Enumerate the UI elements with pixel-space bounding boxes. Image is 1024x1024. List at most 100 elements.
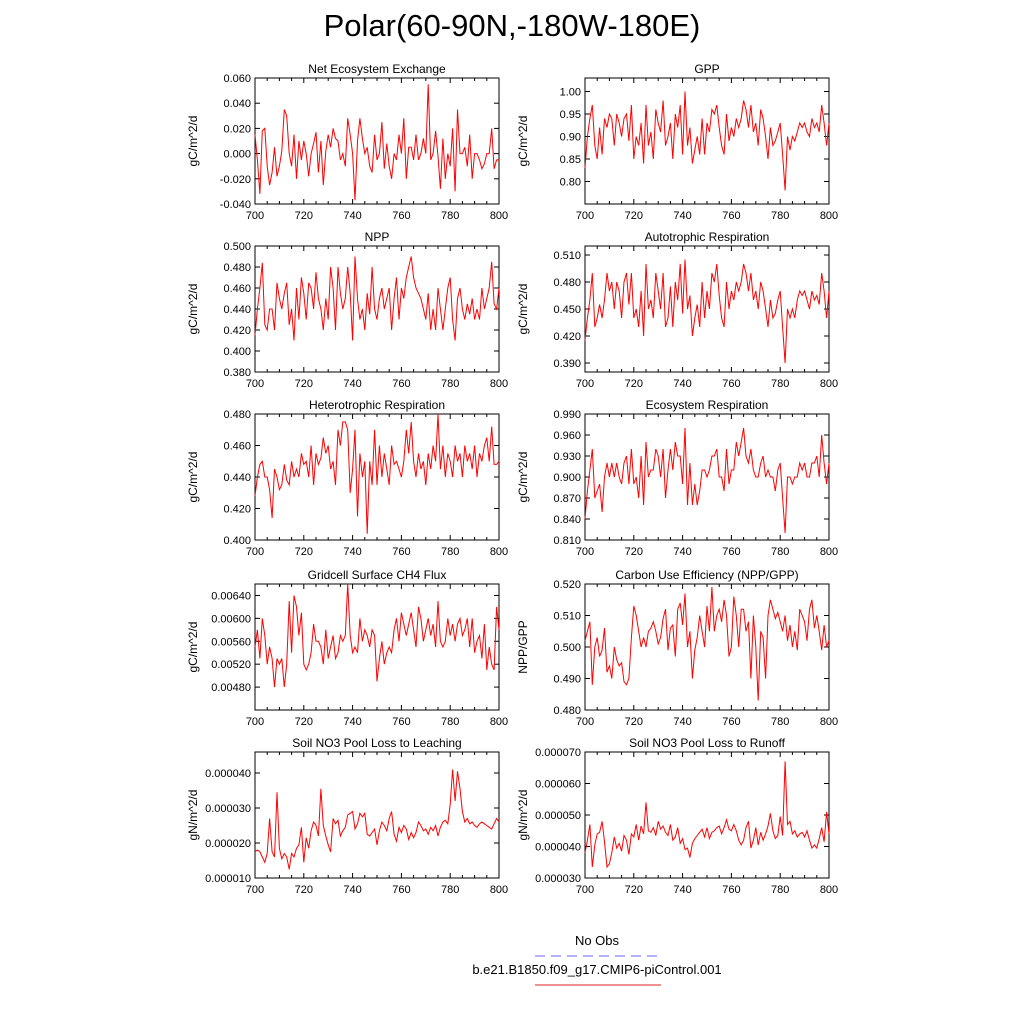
y-tick-label: 0.000030 xyxy=(535,873,581,885)
series-line xyxy=(584,259,830,364)
legend-obs-line xyxy=(535,955,661,957)
panel-title: NPP xyxy=(365,230,390,244)
x-tick-label: 700 xyxy=(576,378,594,390)
x-tick-label: 800 xyxy=(820,378,838,390)
legend-obs-label: No Obs xyxy=(574,933,620,948)
x-tick-label: 700 xyxy=(246,378,264,390)
y-tick-label: 0.000050 xyxy=(535,810,581,822)
y-tick-label: 0.000040 xyxy=(535,842,581,854)
y-tick-label: 0.380 xyxy=(223,367,251,379)
y-tick-label: 0.00480 xyxy=(211,682,251,694)
y-tick-label: 0.80 xyxy=(560,177,581,189)
y-axis-label: gC/m^2/d xyxy=(516,284,530,335)
y-tick-label: 0.000020 xyxy=(205,838,251,850)
y-tick-label: 0.000 xyxy=(223,149,251,161)
series-line xyxy=(584,587,830,701)
plot-frame xyxy=(254,751,500,879)
x-tick-label: 760 xyxy=(722,716,740,728)
x-tick-label: 700 xyxy=(246,210,264,222)
x-tick-label: 760 xyxy=(392,884,410,896)
x-tick-label: 720 xyxy=(625,546,643,558)
x-tick-label: 800 xyxy=(490,716,508,728)
series-line xyxy=(254,256,500,341)
chart-panel: Soil NO3 Pool Loss to Runoff 700 720 740 760… xyxy=(516,736,838,896)
chart-panel: Heterotrophic Respiration 700 720 740 760 780… xyxy=(186,398,508,558)
x-tick-label: 760 xyxy=(722,884,740,896)
series-line xyxy=(254,84,499,201)
y-tick-label: 0.480 xyxy=(553,277,581,289)
x-tick-label: 780 xyxy=(771,546,789,558)
y-tick-label: 0.870 xyxy=(553,493,581,505)
chart-panel: Soil NO3 Pool Loss to Leaching 700 720 740 7… xyxy=(186,736,508,896)
series-line xyxy=(584,427,830,534)
series-line xyxy=(584,761,830,869)
y-tick-label: 0.000040 xyxy=(205,768,251,780)
x-tick-label: 720 xyxy=(625,378,643,390)
y-tick-label: 0.510 xyxy=(553,611,581,623)
x-tick-label: 780 xyxy=(771,716,789,728)
x-tick-label: 740 xyxy=(673,884,691,896)
y-tick-label: 0.00600 xyxy=(211,613,251,625)
y-tick-label: 0.460 xyxy=(223,441,251,453)
plot-frame xyxy=(254,77,500,205)
y-tick-label: 0.00640 xyxy=(211,590,251,602)
y-tick-label: 0.510 xyxy=(553,250,581,262)
x-tick-label: 720 xyxy=(295,884,313,896)
y-axis-label: NPP/GPP xyxy=(516,620,530,673)
y-tick-label: 0.420 xyxy=(223,325,251,337)
panel-title: Ecosystem Respiration xyxy=(646,398,769,412)
x-tick-label: 740 xyxy=(673,210,691,222)
x-tick-label: 720 xyxy=(295,210,313,222)
y-axis-label: gC/m^2/d xyxy=(186,116,200,167)
y-tick-label: 0.400 xyxy=(223,346,251,358)
x-tick-label: 780 xyxy=(441,546,459,558)
x-tick-label: 700 xyxy=(246,884,264,896)
plot-frame xyxy=(584,751,830,879)
x-tick-label: 740 xyxy=(343,546,361,558)
legend-model-line xyxy=(535,984,661,986)
y-tick-label: 0.450 xyxy=(553,304,581,316)
y-tick-label: 0.990 xyxy=(553,409,581,421)
y-tick-label: 0.480 xyxy=(223,262,251,274)
series-line xyxy=(254,413,500,534)
x-tick-label: 720 xyxy=(625,884,643,896)
x-tick-label: 700 xyxy=(576,884,594,896)
panel-title: Carbon Use Efficiency (NPP/GPP) xyxy=(615,568,798,582)
y-tick-label: 0.040 xyxy=(223,98,251,110)
x-tick-label: 800 xyxy=(490,546,508,558)
x-tick-label: 700 xyxy=(576,716,594,728)
panel-title: Heterotrophic Respiration xyxy=(309,398,445,412)
y-axis-label: gC/m^2/d xyxy=(186,452,200,503)
y-tick-label: 0.000030 xyxy=(205,803,251,815)
y-tick-label: 0.000070 xyxy=(535,747,581,759)
x-tick-label: 700 xyxy=(246,716,264,728)
x-tick-label: 760 xyxy=(722,546,740,558)
x-tick-label: 780 xyxy=(441,378,459,390)
y-tick-label: 0.060 xyxy=(223,73,251,85)
y-tick-label: 0.440 xyxy=(223,304,251,316)
y-axis-label: gN/m^2/d xyxy=(516,790,530,841)
chart-panel: NPP 700 720 740 760 780 800 0.380 0.400 0.420 0.44… xyxy=(186,230,508,390)
x-tick-label: 720 xyxy=(295,378,313,390)
y-tick-label: 0.490 xyxy=(553,674,581,686)
x-tick-label: 740 xyxy=(673,378,691,390)
y-tick-label: 0.420 xyxy=(223,504,251,516)
x-tick-label: 780 xyxy=(441,210,459,222)
y-tick-label: 0.85 xyxy=(560,154,581,166)
x-tick-label: 720 xyxy=(625,210,643,222)
y-tick-label: 0.500 xyxy=(223,241,251,253)
y-tick-label: 1.00 xyxy=(560,87,581,99)
y-tick-label: 0.520 xyxy=(553,579,581,591)
x-tick-label: 740 xyxy=(673,546,691,558)
x-tick-label: 720 xyxy=(295,546,313,558)
panel-title: Gridcell Surface CH4 Flux xyxy=(308,568,447,582)
chart-panel: GPP 700 720 740 760 780 800 0.80 0.85 0.90 0.95 1.0… xyxy=(516,62,838,222)
y-axis-label: gC/m^2/d xyxy=(516,116,530,167)
series-line xyxy=(584,91,830,191)
x-tick-label: 780 xyxy=(441,716,459,728)
y-tick-label: 0.020 xyxy=(223,123,251,135)
x-tick-label: 780 xyxy=(441,884,459,896)
y-axis-label: gC/m^2/d xyxy=(516,452,530,503)
y-tick-label: 0.000010 xyxy=(205,873,251,885)
x-tick-label: 760 xyxy=(392,716,410,728)
